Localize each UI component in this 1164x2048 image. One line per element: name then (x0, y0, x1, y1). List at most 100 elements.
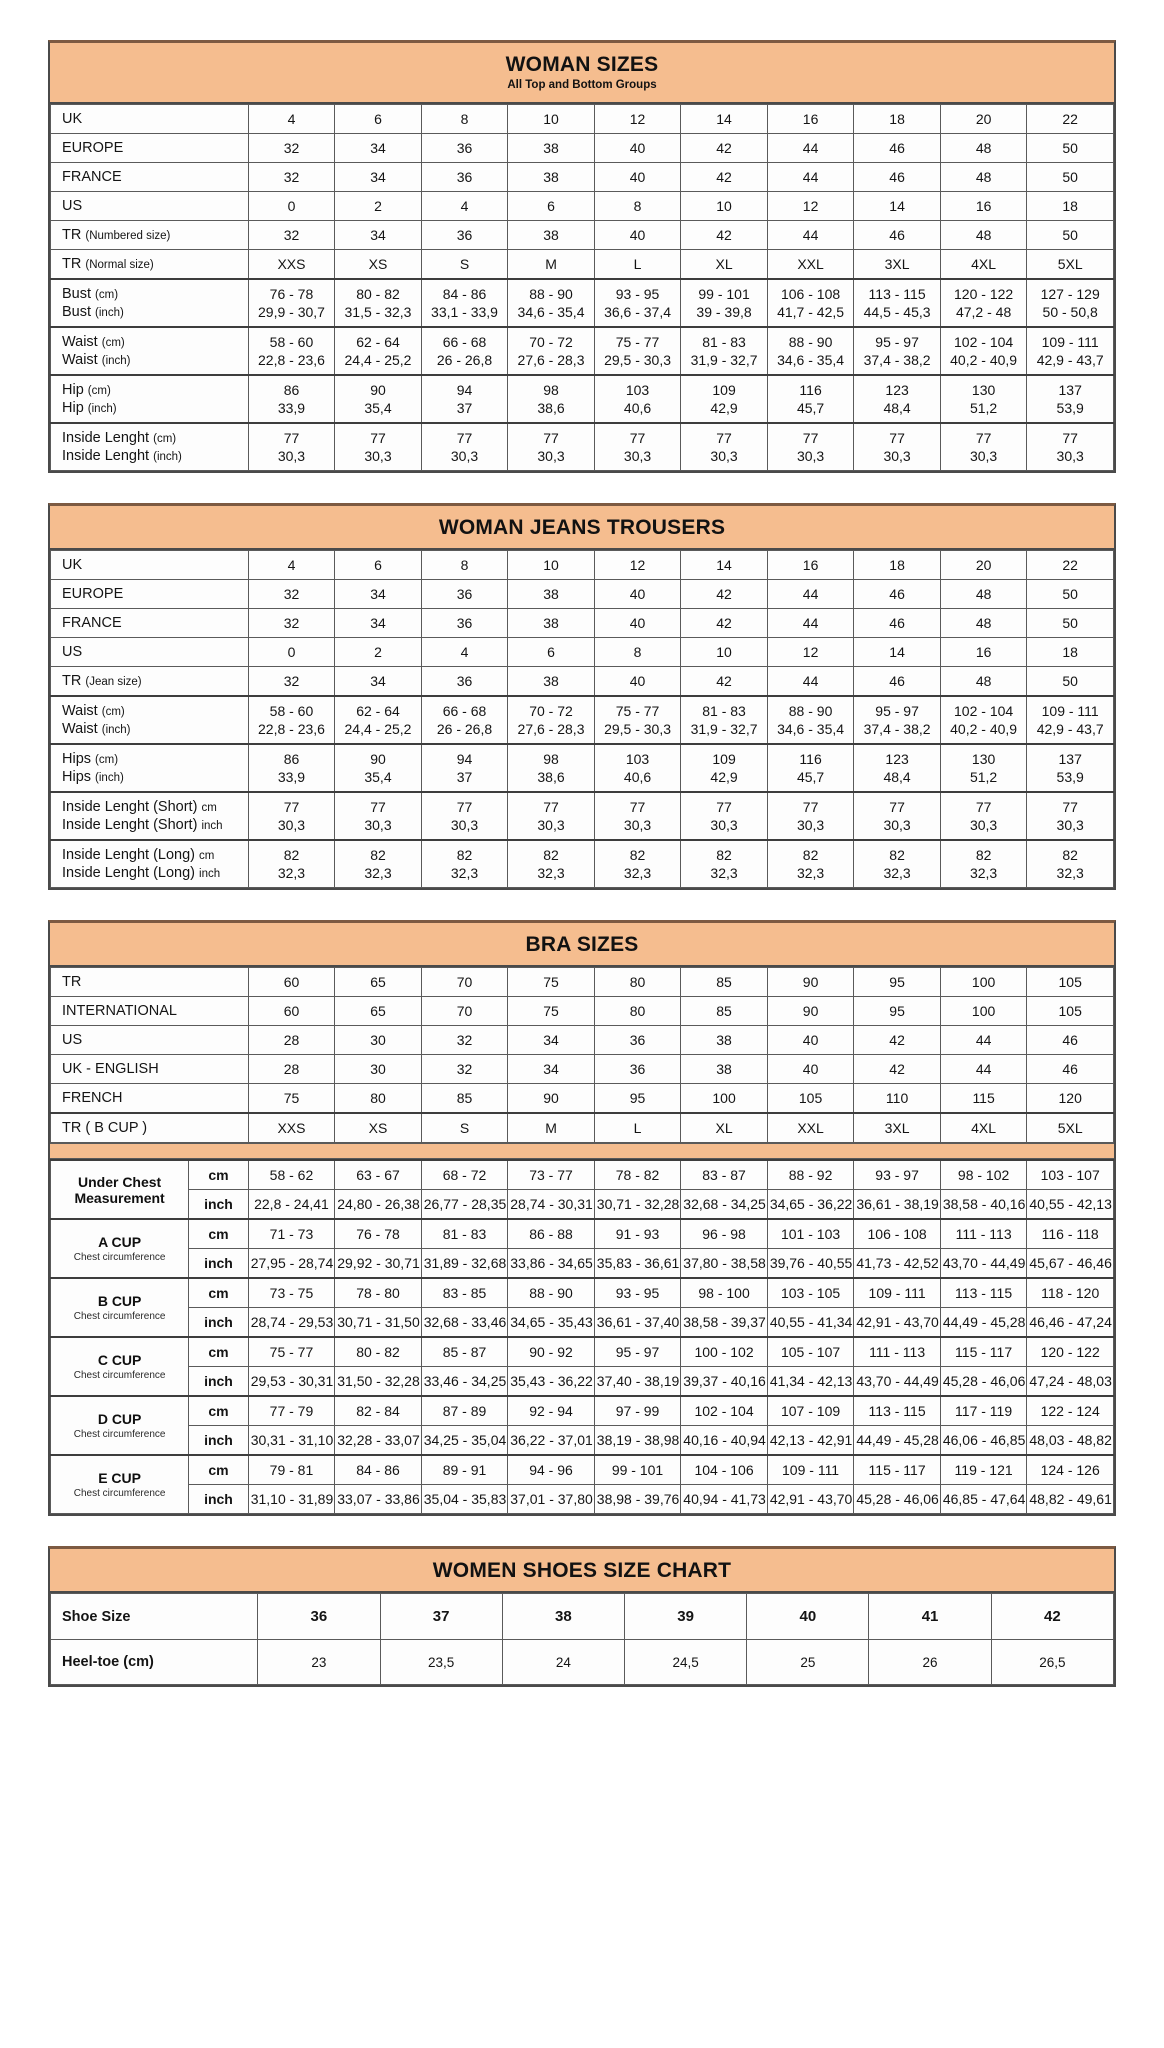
table-cell: 32,3 (853, 864, 941, 889)
row-label: TR ( B CUP ) (50, 1112, 249, 1144)
table-cell: 113 - 115 (853, 1395, 941, 1427)
table-cell: 48,4 (853, 399, 941, 424)
table-cell: 32 (247, 133, 336, 164)
table-cell: 22,8 - 23,6 (247, 720, 336, 745)
table-cell: 75 (247, 1083, 336, 1114)
table-cell: 82 (1026, 839, 1114, 865)
woman-jeans-trousers-title: WOMAN JEANS TROUSERS (438, 516, 726, 540)
generic-tables-container: WOMAN SIZES All Top and Bottom Groups UK 4 6… (48, 40, 1116, 891)
table-cell: 39 (623, 1593, 748, 1641)
table-cell: 23 (257, 1639, 381, 1686)
table-row: inch 30,31 - 31,10 32,28 - 33,07 34,25 - 35… (51, 1425, 1114, 1456)
table-cell: 32,3 (420, 864, 509, 889)
table-cell: XS (334, 1112, 422, 1144)
table-cell: 42,9 - 43,7 (1026, 720, 1114, 745)
table-cell: 98 - 100 (680, 1277, 768, 1309)
table-cell: 32,28 - 33,07 (334, 1425, 422, 1456)
table-cell: 95 - 97 (593, 1336, 682, 1368)
table-cell: 34 (334, 608, 422, 639)
table-cell: 39,37 - 40,16 (680, 1366, 768, 1397)
table-row: Hip (inch) 33,9 35,4 37 38,6 40,6 42,9 45,7 48,4… (50, 399, 1114, 424)
table-cell: 40,6 (593, 768, 682, 793)
table-cell: 3XL (853, 1112, 941, 1144)
table-row: EUROPE 32 34 36 38 40 42 44 46 48 50 (50, 579, 1114, 610)
table-cell: 48,4 (853, 768, 941, 793)
table-cell: 28 (247, 1025, 336, 1056)
table-cell: S (420, 1112, 509, 1144)
table-cell: 77 (420, 791, 509, 817)
table-cell: 22,8 - 23,6 (247, 351, 336, 376)
row-label-unit: inch (201, 820, 223, 833)
table-cell: 111 - 113 (939, 1218, 1028, 1250)
table-cell: 58 - 60 (247, 326, 336, 352)
row-label-text: Inside Lenght (62, 430, 154, 447)
table-row: inch 22,8 - 24,41 24,80 - 26,38 26,77 - 28,… (51, 1189, 1114, 1220)
table-cell: 34 (507, 1025, 595, 1056)
table-cell: 44 (766, 162, 855, 193)
table-cell: 18 (853, 104, 941, 135)
table-row: Inside Lenght (Short) inch 30,3 30,3 30,3 30… (50, 816, 1114, 841)
table-cell: 24,5 (623, 1639, 748, 1686)
woman-sizes-title-bar: WOMAN SIZES All Top and Bottom Groups (50, 43, 1114, 105)
table-cell: 36,61 - 37,40 (593, 1307, 682, 1338)
table-cell: cm (188, 1218, 249, 1250)
table-cell: 4 (420, 191, 509, 222)
table-cell: 6 (334, 104, 422, 135)
table-cell: 118 - 120 (1026, 1277, 1114, 1309)
table-cell: 80 - 82 (334, 278, 422, 304)
table-row: FRENCH 75 80 85 90 95 100 105 110 115 120 (50, 1083, 1114, 1114)
table-cell: 82 (853, 839, 941, 865)
row-label-text: Bust (62, 286, 96, 303)
table-row: Waist (inch) 22,8 - 23,6 24,4 - 25,2 26 - 2… (50, 720, 1114, 745)
table-cell: cm (188, 1395, 249, 1427)
table-cell: 45,28 - 46,06 (853, 1484, 941, 1515)
table-cell: 48 (939, 666, 1028, 697)
table-cell: 36 (593, 1054, 682, 1085)
table-cell: 8 (593, 191, 682, 222)
table-cell: 115 (939, 1083, 1028, 1114)
table-cell: 66 - 68 (420, 695, 509, 721)
row-label: EUROPE (50, 133, 249, 164)
table-row: Bust (cm) 76 - 78 80 - 82 84 - 86 88 - 90 93 … (50, 278, 1114, 304)
table-cell: 16 (766, 550, 855, 581)
table-cell: 47,24 - 48,03 (1026, 1366, 1114, 1397)
table-cell: 82 (247, 839, 336, 865)
row-label: US (50, 1025, 249, 1056)
table-cell: 32 (420, 1025, 509, 1056)
table-cell: 30,3 (766, 816, 855, 841)
row-label-unit: (Jean size) (85, 676, 142, 689)
row-label: Bust (cm) (50, 278, 249, 304)
table-cell: 30,3 (766, 447, 855, 472)
table-cell: 103 (593, 374, 682, 400)
table-cell: 14 (853, 191, 941, 222)
row-label: UK (50, 550, 249, 581)
table-cell: 41,34 - 42,13 (766, 1366, 855, 1397)
table-cell: 27,95 - 28,74 (247, 1248, 336, 1279)
table-cell: 105 (1026, 967, 1114, 998)
table-cell: 90 (334, 743, 422, 769)
table-cell: 42 (680, 666, 768, 697)
table-cell: 36 (420, 133, 509, 164)
table-cell: 29,5 - 30,3 (593, 720, 682, 745)
row-label-text: Hip (62, 382, 88, 399)
table-cell: 37,80 - 38,58 (680, 1248, 768, 1279)
row-label-unit: (inch) (153, 451, 182, 464)
table-cell: 98 - 102 (939, 1159, 1028, 1191)
table-cell: 48 (939, 133, 1028, 164)
woman-sizes-card: WOMAN SIZES All Top and Bottom Groups UK 4 6… (48, 40, 1116, 474)
table-cell: 12 (593, 550, 682, 581)
table-cell: 94 (420, 374, 509, 400)
table-cell: 37,01 - 37,80 (507, 1484, 595, 1515)
table-cell: 120 (1026, 1083, 1114, 1114)
table-row: A CUP Chest circumference cm 71 - 73 76 - 78… (49, 1218, 1114, 1279)
table-cell: 75 (507, 996, 595, 1027)
table-cell: 37 (420, 768, 509, 793)
row-label: TR (Jean size) (50, 666, 249, 697)
woman-jeans-trousers-card: WOMAN JEANS TROUSERS UK 4 6 8 10 12 14 16 18 20 22 E… (48, 503, 1116, 891)
table-cell: L (593, 1112, 682, 1144)
row-label-text: US (62, 198, 83, 215)
table-cell: 20 (939, 550, 1028, 581)
table-cell: 4 (420, 637, 509, 668)
table-cell: 44 (939, 1054, 1028, 1085)
